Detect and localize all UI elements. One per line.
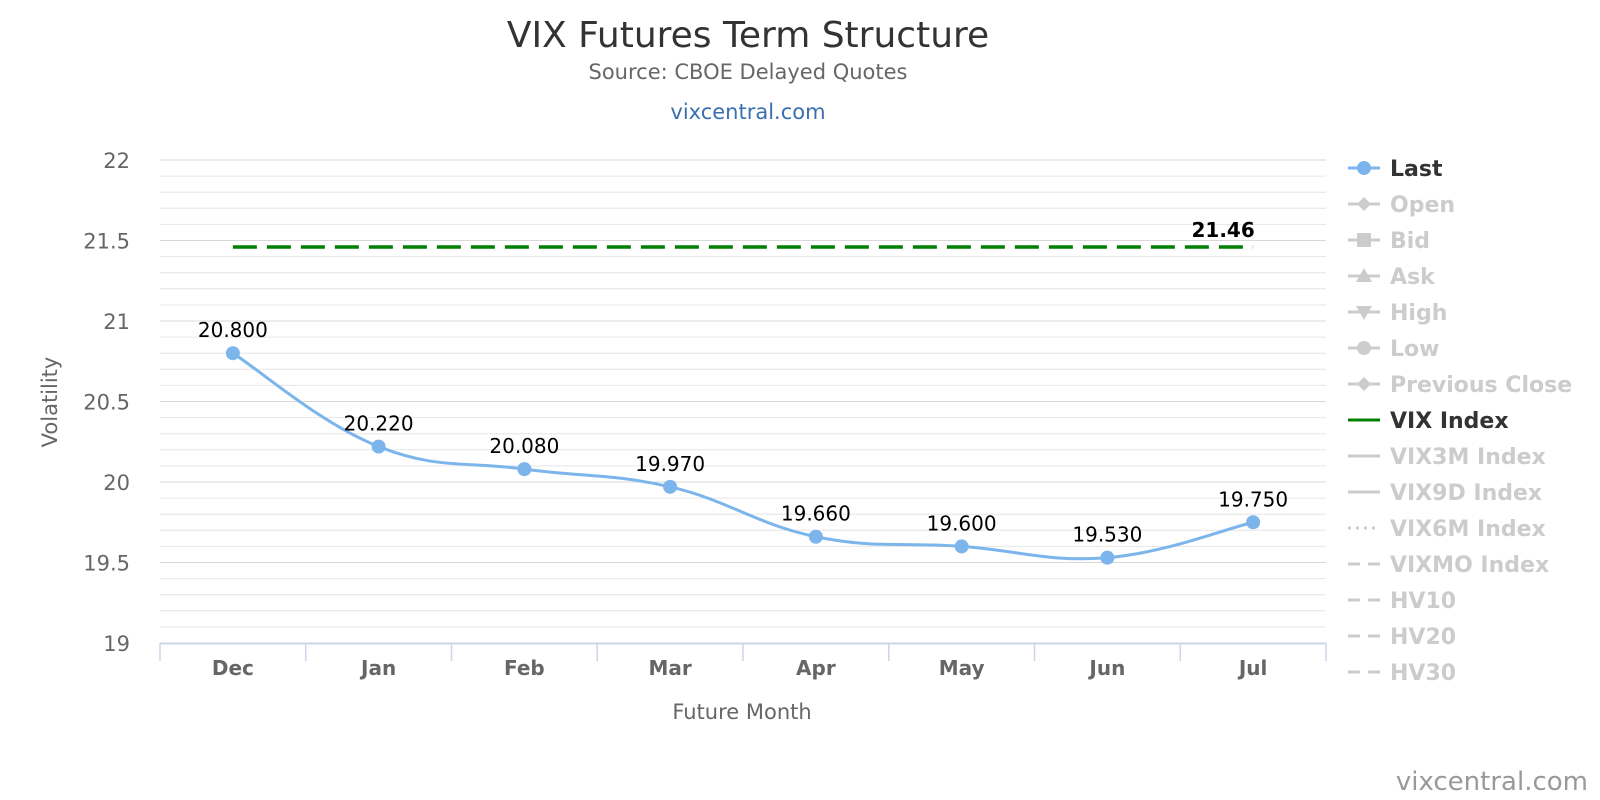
grid-lines <box>160 159 1326 628</box>
last-data-label: 20.800 <box>198 318 268 342</box>
y-tick-label: 19.5 <box>83 552 130 576</box>
y-axis-ticks: 19 19.5 20 20.5 21 21.5 22 <box>83 149 130 656</box>
legend-label: Previous Close <box>1390 373 1572 398</box>
last-data-label: 20.080 <box>489 434 559 458</box>
legend-item-ask[interactable]: Ask <box>1348 265 1436 290</box>
legend-item-hv20[interactable]: HV20 <box>1348 625 1456 650</box>
legend-label: VIXMO Index <box>1390 553 1549 578</box>
chart-subtitle: Source: CBOE Delayed Quotes <box>589 60 908 84</box>
legend-label: VIX Index <box>1390 409 1509 434</box>
legend-label: Low <box>1390 337 1439 362</box>
y-tick-label: 19 <box>103 632 130 656</box>
legend-item-last[interactable]: Last <box>1348 157 1443 182</box>
legend-diamond-symbol <box>1357 377 1371 391</box>
last-series-point <box>1246 515 1261 530</box>
y-tick-label: 21.5 <box>83 230 130 254</box>
legend-label: Open <box>1390 193 1455 218</box>
x-tick-label: May <box>939 656 985 680</box>
legend-label: High <box>1390 301 1447 326</box>
legend-label: Last <box>1390 157 1443 182</box>
legend-item-high[interactable]: High <box>1348 301 1447 326</box>
legend-item-hv30[interactable]: HV30 <box>1348 661 1456 686</box>
x-tick-label: Jul <box>1237 656 1268 680</box>
x-tick-label: Mar <box>648 656 691 680</box>
last-data-label: 20.220 <box>344 412 414 436</box>
legend-label: Bid <box>1390 229 1430 254</box>
last-series-point <box>225 346 240 361</box>
legend-item-open[interactable]: Open <box>1348 193 1455 218</box>
last-series-point <box>1100 550 1115 565</box>
legend-label: Ask <box>1390 265 1436 290</box>
x-tick-label: Feb <box>504 656 545 680</box>
legend-item-low[interactable]: Low <box>1348 337 1439 362</box>
x-tick-label: Jun <box>1087 656 1125 680</box>
last-data-label: 19.970 <box>635 452 705 476</box>
last-series-point <box>517 462 532 477</box>
legend-label: HV10 <box>1390 589 1456 614</box>
y-tick-label: 20.5 <box>83 391 130 415</box>
last-series-line <box>232 351 1254 561</box>
legend-square-symbol <box>1357 233 1371 247</box>
vixcentral-link[interactable]: vixcentral.com <box>670 100 825 124</box>
legend-item-hv10[interactable]: HV10 <box>1348 589 1456 614</box>
last-data-label: 19.530 <box>1072 523 1142 547</box>
legend-triangle-down-symbol <box>1356 306 1372 320</box>
x-axis: Dec Jan Feb Mar Apr May Jun Jul <box>159 642 1327 680</box>
legend-triangle-symbol <box>1356 268 1372 282</box>
x-tick-label: Apr <box>796 656 836 680</box>
last-series-point <box>371 439 386 454</box>
legend-item-vix3m-index[interactable]: VIX3M Index <box>1348 445 1546 470</box>
last-series-point <box>954 539 969 554</box>
last-data-label: 19.750 <box>1218 487 1288 511</box>
legend-label: HV30 <box>1390 661 1456 686</box>
y-axis-title: Volatility <box>38 357 62 448</box>
legend-label: VIX3M Index <box>1390 445 1546 470</box>
last-data-label: 19.660 <box>781 502 851 526</box>
series-layer: 21.46 20.800 20.220 20.080 19.970 19.660 19.60… <box>198 218 1288 565</box>
y-tick-label: 20 <box>103 471 130 495</box>
legend-item-previous-close[interactable]: Previous Close <box>1348 373 1572 398</box>
legend-item-vixmo-index[interactable]: VIXMO Index <box>1348 553 1549 578</box>
legend-diamond-symbol <box>1357 197 1371 211</box>
y-tick-label: 22 <box>103 149 130 173</box>
x-axis-title: Future Month <box>672 700 811 724</box>
credit-text[interactable]: vixcentral.com <box>1396 767 1588 797</box>
legend-item-bid[interactable]: Bid <box>1348 229 1430 254</box>
legend-label: VIX9D Index <box>1390 481 1542 506</box>
legend-circle-symbol <box>1357 161 1371 175</box>
legend-label: VIX6M Index <box>1390 517 1546 542</box>
chart-title: VIX Futures Term Structure <box>507 15 989 56</box>
legend-item-vix-index[interactable]: VIX Index <box>1348 409 1509 434</box>
legend-label: HV20 <box>1390 625 1456 650</box>
legend-circle-symbol <box>1357 341 1371 355</box>
legend: Last Open Bid Ask High Low Previous Close VIX I… <box>1348 157 1572 686</box>
last-series-point <box>808 529 823 544</box>
last-data-label: 19.600 <box>927 511 997 535</box>
legend-item-vix6m-index[interactable]: VIX6M Index <box>1348 517 1546 542</box>
y-tick-label: 21 <box>103 310 130 334</box>
vix-index-data-label: 21.46 <box>1191 218 1254 242</box>
legend-item-vix9d-index[interactable]: VIX9D Index <box>1348 481 1542 506</box>
x-tick-label: Jan <box>359 656 396 680</box>
x-tick-label: Dec <box>212 656 254 680</box>
last-series-point <box>663 479 678 494</box>
